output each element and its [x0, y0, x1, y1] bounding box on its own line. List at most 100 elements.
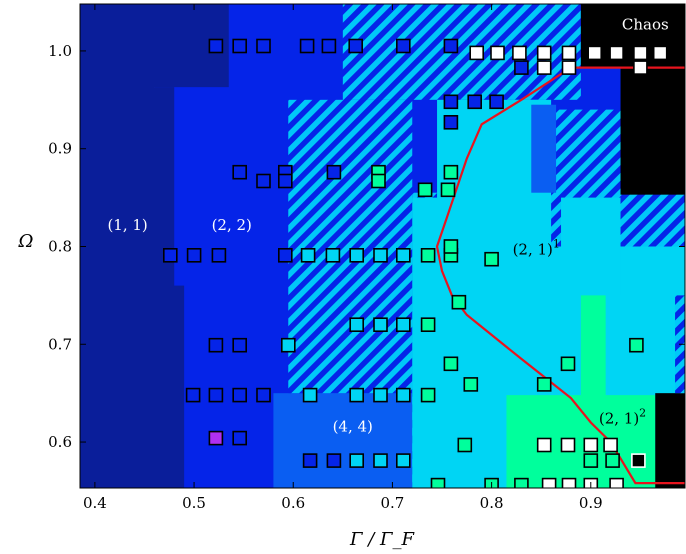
x-tick-label: 0.8 [480, 494, 504, 512]
data-marker [256, 387, 271, 403]
data-marker [629, 337, 644, 353]
data-marker [633, 60, 648, 75]
data-marker [420, 317, 436, 333]
data-marker [349, 317, 365, 333]
data-marker [605, 453, 620, 468]
y-tick-label: 0.6 [48, 433, 72, 451]
y-tick-label: 0.8 [48, 237, 72, 255]
region-cell [561, 197, 621, 296]
data-marker [443, 115, 459, 130]
data-marker [536, 60, 552, 75]
data-marker [443, 94, 459, 110]
x-tick-label: 0.5 [182, 494, 206, 512]
y-axis-label: Ω [18, 231, 34, 252]
region-background [80, 4, 685, 488]
data-marker [560, 437, 576, 453]
data-marker [514, 60, 529, 75]
marker-layer [163, 38, 668, 488]
data-marker [232, 164, 247, 180]
data-marker [348, 38, 364, 54]
data-marker [373, 387, 388, 403]
data-marker [373, 453, 388, 468]
data-marker [232, 387, 247, 403]
data-marker [300, 248, 316, 263]
region-label: (1, 1) [107, 216, 147, 234]
data-marker [652, 45, 668, 61]
data-marker [277, 173, 293, 189]
data-marker [536, 437, 552, 453]
data-marker [395, 387, 411, 403]
data-marker [609, 45, 624, 61]
region-cell [80, 4, 229, 88]
data-marker [536, 377, 552, 392]
x-tick-label: 0.6 [281, 494, 305, 512]
y-tick-label: 0.9 [48, 140, 72, 158]
data-marker [256, 173, 271, 189]
data-marker [349, 248, 365, 263]
x-axis-label: Γ / Γ_F [349, 529, 415, 550]
region-cell [288, 99, 413, 394]
region-label: (4, 4) [333, 417, 373, 435]
data-marker [560, 356, 576, 372]
data-marker [349, 453, 365, 468]
data-marker [208, 430, 224, 446]
data-marker [467, 94, 483, 110]
data-marker [185, 387, 201, 403]
data-marker [208, 337, 224, 353]
data-marker [395, 317, 411, 333]
data-marker [443, 239, 459, 254]
boundary-curve [435, 66, 685, 485]
data-marker [373, 248, 388, 263]
data-marker [490, 45, 505, 61]
data-marker [420, 248, 436, 263]
data-marker [302, 453, 318, 468]
region-cell [531, 104, 557, 193]
region-label: (2, 2) [212, 216, 252, 234]
data-marker [443, 356, 459, 372]
data-marker [395, 248, 411, 263]
data-marker [326, 164, 342, 180]
data-marker [443, 164, 459, 180]
data-marker [633, 45, 648, 61]
data-marker [302, 387, 318, 403]
data-marker [443, 38, 459, 54]
data-marker [395, 453, 411, 468]
data-marker [208, 387, 224, 403]
data-marker [489, 94, 504, 110]
data-marker [536, 45, 552, 61]
region-label: (2, 1)1 [513, 237, 560, 258]
data-marker [280, 337, 296, 353]
axis-ticks: 0.4 0.5 0.6 0.7 0.8 0.9 0.6 0.7 0.8 0.9 1.0 [48, 4, 685, 512]
data-marker [469, 45, 485, 61]
x-tick-label: 0.7 [380, 494, 404, 512]
data-marker [512, 45, 527, 61]
x-tick-label: 0.9 [579, 494, 603, 512]
region-cell [80, 285, 185, 488]
data-marker [587, 45, 603, 61]
data-marker [451, 294, 467, 310]
plot-area: (1, 1) (2, 2) (4, 4) (2, 1)1 (2, 1)2 Chaos [80, 4, 685, 488]
data-marker [256, 38, 271, 54]
data-marker [420, 387, 436, 403]
data-marker [583, 437, 599, 453]
region-label: (2, 1)2 [599, 407, 646, 428]
data-marker [561, 477, 577, 488]
data-marker [232, 337, 247, 353]
data-marker [349, 387, 365, 403]
data-marker [371, 173, 386, 189]
data-marker [484, 251, 499, 267]
data-marker [326, 453, 342, 468]
data-marker [609, 477, 624, 488]
data-marker [561, 45, 577, 61]
data-marker [395, 38, 411, 54]
data-marker [299, 38, 315, 54]
data-marker [186, 248, 202, 263]
data-marker [457, 437, 473, 453]
data-marker [603, 437, 618, 453]
data-marker [325, 248, 341, 263]
region-cell [620, 67, 685, 195]
data-marker [277, 248, 293, 263]
data-marker [232, 38, 247, 54]
region-cell [655, 393, 685, 488]
